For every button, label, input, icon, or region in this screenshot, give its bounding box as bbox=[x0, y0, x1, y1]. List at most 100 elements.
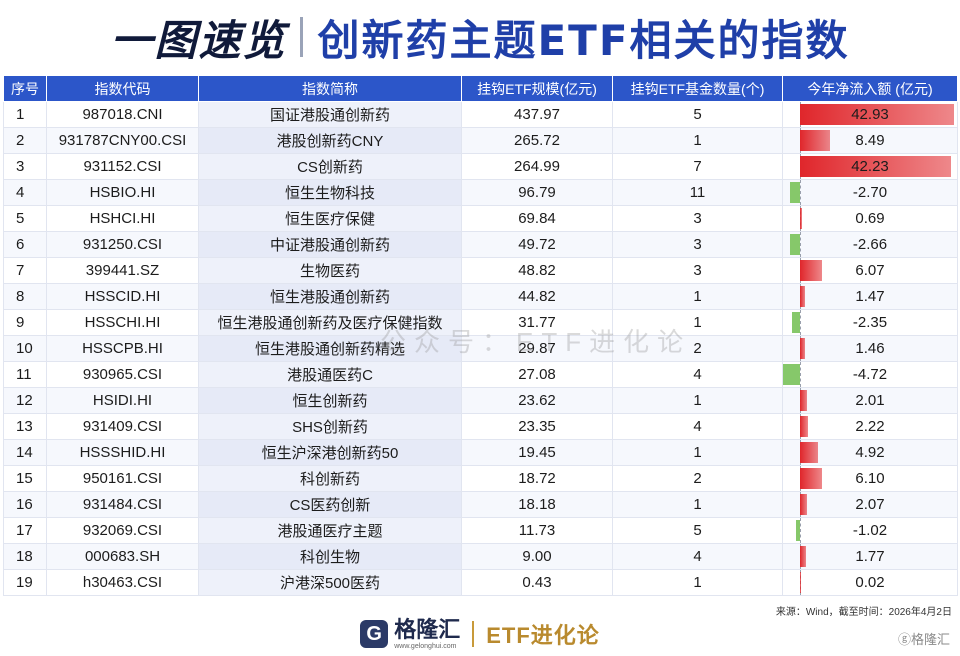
table-row: 4 HSBIO.HI 恒生生物科技 96.79 11 -2.70 bbox=[3, 179, 958, 206]
etf-count: 2 bbox=[612, 465, 783, 492]
index-name: 港股通医药C bbox=[198, 361, 462, 388]
net-inflow-cell: 4.92 bbox=[782, 439, 958, 466]
net-inflow-cell: 2.22 bbox=[782, 413, 958, 440]
net-inflow-cell: -2.35 bbox=[782, 309, 958, 336]
etf-count: 4 bbox=[612, 413, 783, 440]
brand-block: 格隆汇 www.gelonghui.com bbox=[394, 616, 461, 650]
index-name: 恒生港股通创新药 bbox=[198, 283, 462, 310]
etf-scale: 31.77 bbox=[461, 309, 613, 336]
footer-subtitle: ETF进化论 bbox=[486, 623, 600, 648]
index-name: CS创新药 bbox=[198, 153, 462, 180]
net-inflow-value: -2.66 bbox=[852, 236, 888, 253]
etf-count: 11 bbox=[612, 179, 783, 206]
header-name: 指数简称 bbox=[198, 75, 462, 102]
header-idx: 序号 bbox=[3, 75, 47, 102]
etf-scale: 0.43 bbox=[461, 569, 613, 596]
net-inflow-value: 42.93 bbox=[851, 106, 889, 123]
etf-scale: 18.18 bbox=[461, 491, 613, 518]
zero-line bbox=[800, 232, 801, 257]
index-code: HSSCID.HI bbox=[46, 283, 199, 310]
brand-url: www.gelonghui.com bbox=[394, 642, 457, 650]
net-inflow-cell: 1.77 bbox=[782, 543, 958, 570]
index-name: 中证港股通创新药 bbox=[198, 231, 462, 258]
inflow-bar bbox=[800, 104, 954, 125]
header-code: 指数代码 bbox=[46, 75, 199, 102]
etf-scale: 96.79 bbox=[461, 179, 613, 206]
table-row: 2 931787CNY00.CSI 港股创新药CNY 265.72 1 8.49 bbox=[3, 127, 958, 154]
net-inflow-value: 2.01 bbox=[855, 392, 885, 409]
etf-count: 1 bbox=[612, 283, 783, 310]
etf-scale: 69.84 bbox=[461, 205, 613, 232]
brand-name: 格隆汇 bbox=[394, 616, 461, 642]
zero-line bbox=[800, 180, 801, 205]
index-name: 科创新药 bbox=[198, 465, 462, 492]
table-row: 9 HSSCHI.HI 恒生港股通创新药及医疗保健指数 31.77 1 -2.35 bbox=[3, 309, 958, 336]
table-header-row: 序号 指数代码 指数简称 挂钩ETF规模(亿元) 挂钩ETF基金数量(个) 今年… bbox=[3, 75, 958, 102]
net-inflow-cell: 42.93 bbox=[782, 101, 958, 128]
index-table: 序号 指数代码 指数简称 挂钩ETF规模(亿元) 挂钩ETF基金数量(个) 今年… bbox=[3, 75, 958, 596]
title-banner: 一图速览 创新药主题ETF相关的指数 bbox=[0, 0, 960, 74]
etf-count: 1 bbox=[612, 569, 783, 596]
row-index: 6 bbox=[3, 231, 47, 258]
etf-scale: 11.73 bbox=[461, 517, 613, 544]
etf-scale: 19.45 bbox=[461, 439, 613, 466]
index-code: 399441.SZ bbox=[46, 257, 199, 284]
table-row: 17 932069.CSI 港股通医疗主题 11.73 5 -1.02 bbox=[3, 517, 958, 544]
net-inflow-value: 6.07 bbox=[855, 262, 885, 279]
index-name: 国证港股通创新药 bbox=[198, 101, 462, 128]
index-name: 恒生医疗保健 bbox=[198, 205, 462, 232]
row-index: 9 bbox=[3, 309, 47, 336]
table-row: 13 931409.CSI SHS创新药 23.35 4 2.22 bbox=[3, 413, 958, 440]
net-inflow-cell: 0.69 bbox=[782, 205, 958, 232]
row-index: 18 bbox=[3, 543, 47, 570]
net-inflow-cell: 2.07 bbox=[782, 491, 958, 518]
header-flow: 今年净流入额 (亿元) bbox=[782, 75, 958, 102]
title-divider bbox=[300, 17, 304, 57]
zero-line bbox=[800, 310, 801, 335]
index-code: HSIDI.HI bbox=[46, 387, 199, 414]
etf-count: 3 bbox=[612, 231, 783, 258]
inflow-bar bbox=[800, 130, 831, 151]
index-code: HSSSHID.HI bbox=[46, 439, 199, 466]
etf-scale: 49.72 bbox=[461, 231, 613, 258]
etf-count: 4 bbox=[612, 361, 783, 388]
table-row: 11 930965.CSI 港股通医药C 27.08 4 -4.72 bbox=[3, 361, 958, 388]
net-inflow-cell: 6.07 bbox=[782, 257, 958, 284]
row-index: 4 bbox=[3, 179, 47, 206]
inflow-bar bbox=[800, 156, 952, 177]
index-code: 987018.CNI bbox=[46, 101, 199, 128]
etf-scale: 23.35 bbox=[461, 413, 613, 440]
source-note: 来源：Wind，截至时间：2026年4月2日 bbox=[775, 607, 952, 618]
index-code: 931250.CSI bbox=[46, 231, 199, 258]
row-index: 8 bbox=[3, 283, 47, 310]
etf-scale: 48.82 bbox=[461, 257, 613, 284]
index-code: HSSCPB.HI bbox=[46, 335, 199, 362]
etf-count: 1 bbox=[612, 387, 783, 414]
index-name: 港股创新药CNY bbox=[198, 127, 462, 154]
net-inflow-cell: 2.01 bbox=[782, 387, 958, 414]
footer-divider bbox=[472, 621, 475, 647]
row-index: 2 bbox=[3, 127, 47, 154]
inflow-bar bbox=[800, 546, 807, 567]
net-inflow-value: 42.23 bbox=[851, 158, 889, 175]
index-code: 931484.CSI bbox=[46, 491, 199, 518]
inflow-bar bbox=[800, 260, 822, 281]
footer-branding: G 格隆汇 www.gelonghui.com ETF进化论 bbox=[0, 616, 960, 652]
inflow-bar bbox=[800, 494, 808, 515]
net-inflow-value: 0.02 bbox=[855, 574, 885, 591]
index-name: 沪港深500医药 bbox=[198, 569, 462, 596]
inflow-bar bbox=[800, 338, 806, 359]
table-row: 12 HSIDI.HI 恒生创新药 23.62 1 2.01 bbox=[3, 387, 958, 414]
row-index: 13 bbox=[3, 413, 47, 440]
table-row: 8 HSSCID.HI 恒生港股通创新药 44.82 1 1.47 bbox=[3, 283, 958, 310]
index-code: h30463.CSI bbox=[46, 569, 199, 596]
row-index: 1 bbox=[3, 101, 47, 128]
index-code: 931152.CSI bbox=[46, 153, 199, 180]
outflow-bar bbox=[790, 182, 800, 203]
header-scale: 挂钩ETF规模(亿元) bbox=[461, 75, 613, 102]
net-inflow-cell: 1.47 bbox=[782, 283, 958, 310]
index-name: CS医药创新 bbox=[198, 491, 462, 518]
net-inflow-value: 1.47 bbox=[855, 288, 885, 305]
table-row: 18 000683.SH 科创生物 9.00 4 1.77 bbox=[3, 543, 958, 570]
row-index: 3 bbox=[3, 153, 47, 180]
